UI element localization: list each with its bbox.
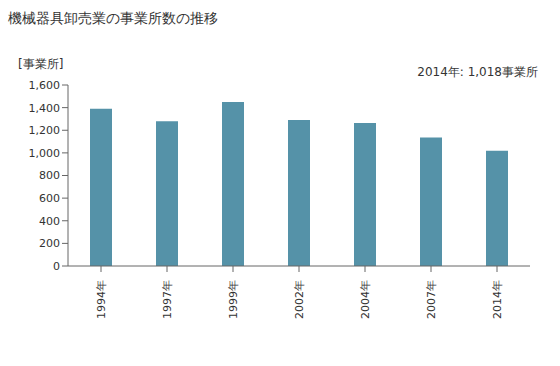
html-text:機械器具卸売業の事業所数の推移: 機械器具卸売業の事業所数の推移 [8,10,218,26]
svg-text:2014年: 2014年 [491,280,504,319]
svg-text:1,200: 1,200 [29,124,61,137]
svg-text:1,600: 1,600 [29,79,61,92]
svg-text:2002年: 2002年 [293,280,306,319]
html-text:[事業所]: [事業所] [18,57,64,71]
svg-text:0: 0 [53,260,60,273]
svg-text:1997年: 1997年 [161,280,174,319]
html-text:2014年: 1,018事業所: 2014年: 1,018事業所 [417,65,538,79]
svg-text:400: 400 [39,215,60,228]
svg-text:800: 800 [39,169,60,182]
svg-text:2007年: 2007年 [425,280,438,319]
svg-text:2004年: 2004年 [359,280,372,319]
svg-text:1999年: 1999年 [227,280,240,319]
svg-text:600: 600 [39,192,60,205]
svg-text:200: 200 [39,237,60,250]
svg-text:1,400: 1,400 [29,102,61,115]
svg-text:1,000: 1,000 [29,147,61,160]
svg-text:1994年: 1994年 [95,280,108,319]
